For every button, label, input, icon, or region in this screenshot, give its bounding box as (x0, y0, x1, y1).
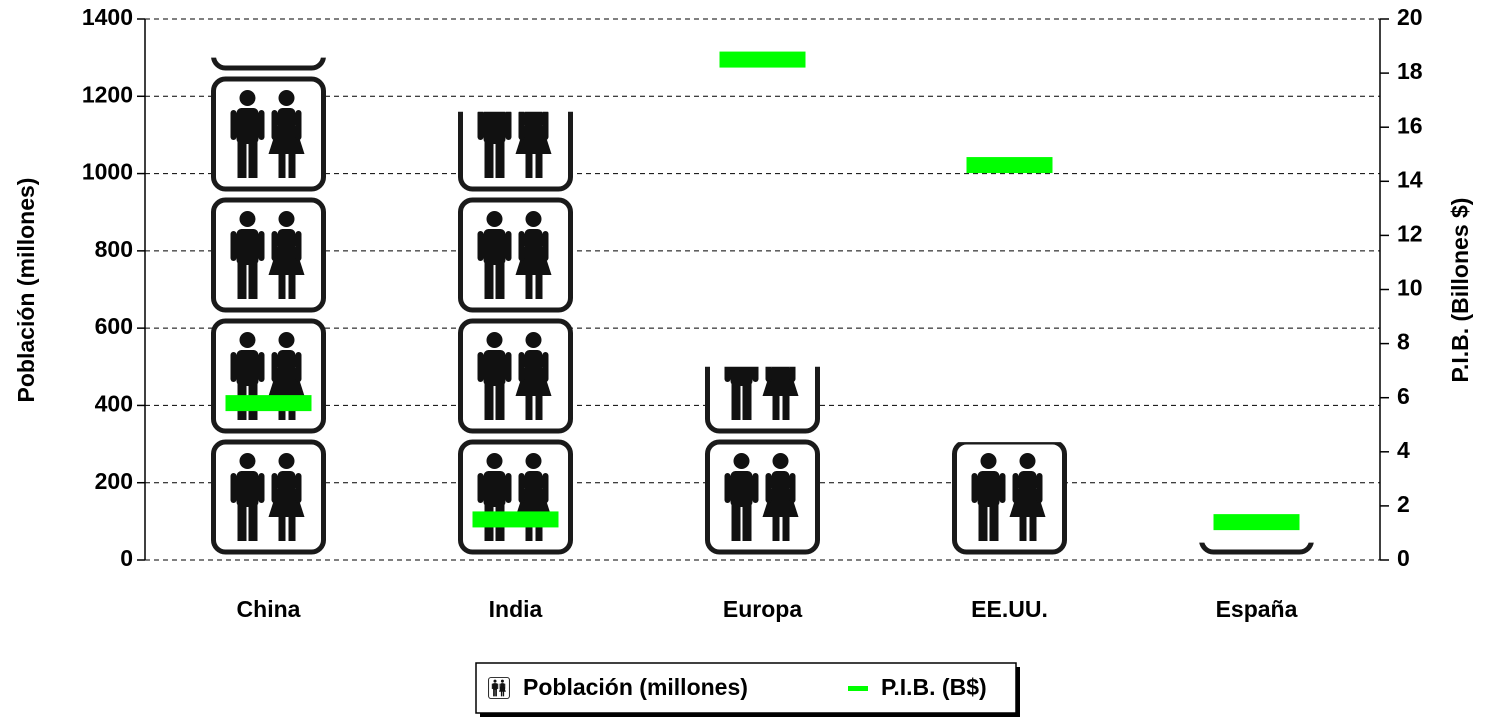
y-tick-label: 1400 (82, 4, 133, 30)
y2-tick-label: 6 (1397, 383, 1410, 409)
person-icon (955, 321, 1065, 431)
y2-tick-label: 12 (1397, 220, 1423, 246)
legend-label: Población (millones) (523, 674, 748, 700)
legend-label: P.I.B. (B$) (881, 674, 987, 700)
pictograph-bar (708, 200, 818, 552)
y-tick-label: 0 (120, 545, 133, 571)
x-tick-label: España (1216, 596, 1298, 622)
gdp-dash (719, 51, 806, 68)
y2-tick-label: 16 (1397, 112, 1423, 138)
y-axis-title: Población (millones) (13, 178, 39, 403)
person-icon (955, 442, 1065, 552)
gdp-dash (225, 395, 312, 412)
y2-tick-label: 10 (1397, 275, 1423, 301)
y-tick-label: 400 (95, 391, 133, 417)
person-icon (708, 321, 818, 431)
person-icon (461, 200, 571, 310)
x-tick-label: India (489, 596, 543, 622)
person-icon (214, 321, 324, 431)
person-icon (708, 442, 818, 552)
gdp-dash (966, 157, 1053, 174)
y-tick-label: 1000 (82, 159, 133, 185)
x-tick-label: Europa (723, 596, 802, 622)
person-icon (708, 200, 818, 310)
person-icon (461, 0, 571, 68)
person-icon (214, 200, 324, 310)
y-tick-label: 200 (95, 468, 133, 494)
person-icon (1202, 321, 1312, 431)
y2-tick-label: 20 (1397, 4, 1423, 30)
y-tick-label: 1200 (82, 81, 133, 107)
y2-tick-label: 18 (1397, 58, 1423, 84)
legend-swatch (848, 686, 868, 691)
person-icon (214, 442, 324, 552)
person-icon (214, 0, 324, 68)
pictograph-bar (214, 0, 324, 552)
y2-tick-label: 2 (1397, 491, 1410, 517)
y-tick-label: 600 (95, 313, 133, 339)
gdp-dash (1213, 514, 1300, 531)
person-icon (461, 442, 571, 552)
x-tick-label: China (237, 596, 301, 622)
person-icon (461, 321, 571, 431)
y-tick-label: 800 (95, 236, 133, 262)
legend: Población (millones) P.I.B. (B$) (475, 662, 1020, 717)
legend-icon (488, 677, 510, 699)
y2-tick-label: 0 (1397, 545, 1410, 571)
x-tick-label: EE.UU. (971, 596, 1048, 622)
y2-tick-label: 4 (1397, 437, 1410, 463)
y2-axis-title: P.I.B. (Billones $) (1447, 198, 1473, 383)
person-icon (214, 79, 324, 189)
person-icon (461, 79, 571, 189)
y2-tick-label: 8 (1397, 329, 1410, 355)
person-icon (1202, 442, 1312, 552)
pictograph-bar (461, 0, 571, 552)
y2-tick-label: 14 (1397, 166, 1423, 192)
legend-box (475, 662, 1017, 714)
pictograph-bar (955, 321, 1065, 552)
gdp-dash (472, 511, 559, 528)
